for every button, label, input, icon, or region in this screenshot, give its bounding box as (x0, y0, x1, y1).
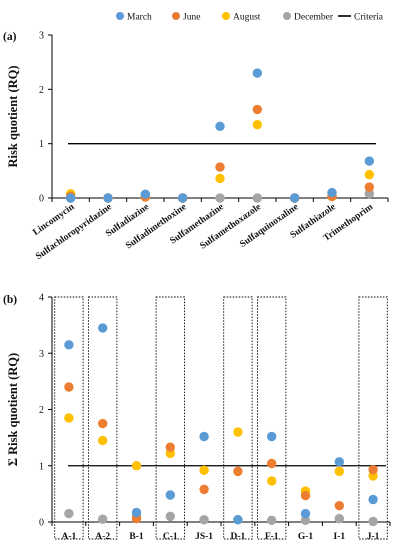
category-label: J-1 (367, 532, 380, 542)
y-tick-label-b: 1 (39, 461, 44, 472)
y-tick-label-a: 0 (39, 194, 44, 205)
data-point-june (64, 382, 74, 392)
legend-marker-august (222, 12, 230, 20)
data-point-march (131, 507, 142, 518)
data-point-august (267, 476, 277, 486)
data-point-december (267, 515, 277, 526)
category-box-f-1 (257, 296, 287, 540)
data-point-december (199, 515, 209, 525)
data-point-june (98, 418, 108, 429)
category-label: D-1 (231, 532, 246, 542)
data-point-march (364, 156, 375, 166)
legend: March June August December Criteria (116, 12, 384, 23)
panel-label-b: (b) (3, 294, 17, 306)
data-point-march (233, 515, 243, 525)
data-point-march (199, 431, 209, 442)
data-point-march (289, 193, 300, 203)
y-tick-label-a: 2 (39, 85, 44, 96)
data-point-june (267, 458, 277, 469)
legend-label-march: March (127, 13, 152, 23)
data-point-march (300, 508, 311, 519)
y-tick-label-b: 4 (39, 293, 44, 304)
data-point-march (64, 340, 74, 350)
category-label: C-1 (163, 532, 178, 542)
category-label: B-1 (129, 532, 144, 542)
category-label: JS-1 (195, 532, 213, 542)
data-point-august (64, 413, 74, 423)
data-point-march (267, 431, 277, 442)
data-point-march (65, 193, 76, 203)
data-point-june (165, 442, 175, 452)
data-point-june (252, 104, 263, 115)
category-label: A-1 (62, 532, 77, 542)
legend-label-august: August (233, 13, 261, 23)
data-point-december (165, 511, 175, 522)
data-point-march (215, 121, 225, 131)
data-point-march (103, 193, 113, 203)
data-point-august (199, 465, 209, 475)
y-tick-label-b: 0 (39, 518, 44, 529)
data-point-june (215, 162, 225, 172)
data-point-june (300, 490, 311, 501)
data-point-december (98, 514, 108, 524)
category-label: I-1 (333, 532, 345, 542)
y-axis-title-a: Risk quotient (RQ) (6, 65, 20, 167)
category-box-a-2 (88, 296, 118, 540)
y-tick-label-a: 3 (39, 31, 44, 42)
data-point-march (252, 68, 263, 78)
y-tick-label-b: 3 (39, 349, 44, 360)
category-label: G-1 (298, 532, 314, 542)
data-point-june (199, 484, 209, 495)
data-point-august (215, 173, 225, 184)
data-point-august (252, 119, 263, 130)
data-point-december (252, 193, 263, 203)
data-point-december (64, 508, 74, 519)
legend-label-criteria: Criteria (354, 13, 384, 23)
legend-label-december: December (294, 13, 334, 23)
data-point-march (165, 490, 175, 500)
category-box-d-1 (223, 296, 253, 540)
data-point-june (233, 466, 243, 477)
data-point-august (334, 466, 344, 477)
data-point-december (368, 516, 378, 527)
data-point-march (334, 457, 344, 467)
data-point-august (131, 461, 142, 471)
data-point-august (98, 435, 108, 446)
data-point-august (233, 427, 243, 437)
data-point-june (368, 464, 378, 475)
data-point-june (334, 500, 344, 511)
data-point-december (300, 515, 311, 526)
legend-marker-june (172, 12, 180, 20)
data-point-march (327, 187, 337, 198)
data-point-march (177, 193, 188, 203)
y-tick-label-b: 2 (39, 405, 44, 416)
data-point-august (364, 169, 375, 180)
category-box-c-1 (155, 296, 185, 540)
data-point-march (98, 323, 108, 333)
legend-marker-december (283, 12, 291, 20)
data-point-december (215, 193, 225, 203)
data-point-december (364, 188, 375, 199)
legend-marker-march (116, 12, 124, 20)
data-point-march (140, 189, 151, 199)
y-axis-title-b: Σ Risk quotient (RQ) (6, 353, 20, 466)
y-tick-label-a: 1 (39, 139, 44, 150)
data-point-december (334, 513, 344, 524)
data-point-june (364, 182, 375, 192)
data-point-march (368, 494, 378, 505)
panel-label-a: (a) (3, 31, 17, 43)
legend-label-june: June (183, 13, 200, 23)
panel-a: 0123LincomycinSulfachloropyridazineSulfa… (3, 31, 389, 262)
category-label: A-2 (95, 532, 110, 542)
category-label: F-1 (265, 532, 279, 542)
panel-b: 0 1 2 3 4 A-1 A-2 B-1 C-1 JS-1 D-1 F-1 G-1 I-1 J-1 (b) Σ… (3, 293, 391, 542)
